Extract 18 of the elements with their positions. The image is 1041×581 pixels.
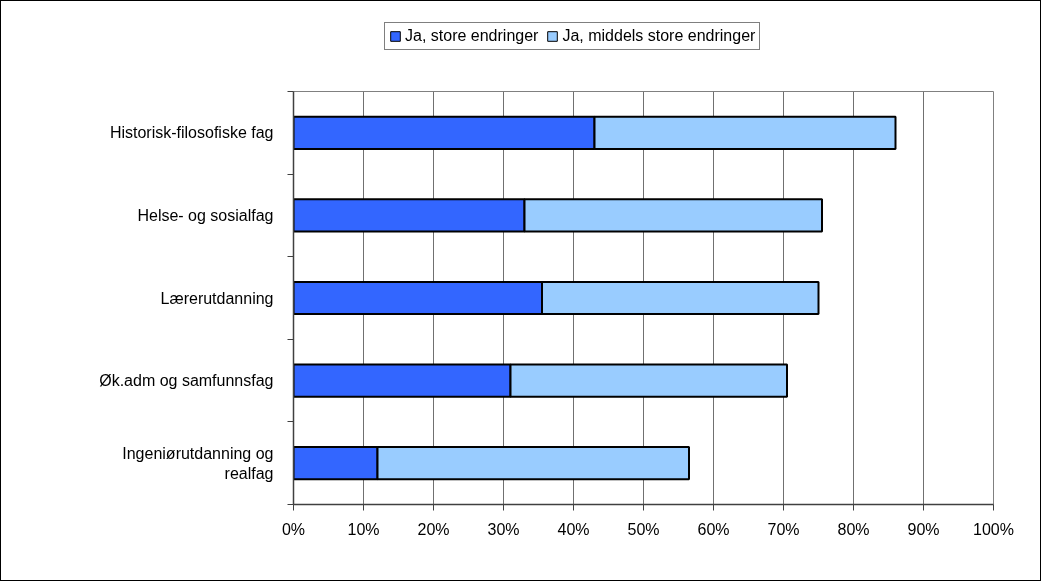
x-tick-label: 10% — [347, 520, 380, 538]
x-tick-label: 0% — [281, 520, 306, 538]
x-tick-label: 80% — [837, 520, 870, 538]
x-tick-label: 100% — [973, 520, 1014, 538]
y-tick-label: Historisk-filosofiske fag — [109, 124, 274, 142]
y-tick-label: Ingeniørutdanning og realfag — [122, 444, 274, 482]
y-tick-label: Lærerutdanning — [160, 289, 274, 307]
x-tick-label: 90% — [907, 520, 940, 538]
y-tick-label: Øk.adm og samfunnsfag — [99, 372, 274, 390]
x-tick-label: 20% — [417, 520, 450, 538]
legend-label: Ja, store endringer — [405, 27, 539, 45]
x-tick-label: 40% — [557, 520, 590, 538]
x-tick-label: 70% — [767, 520, 800, 538]
x-tick-label: 60% — [697, 520, 730, 538]
y-tick-label: Helse- og sosialfag — [137, 206, 274, 224]
x-tick-label: 30% — [487, 520, 520, 538]
legend-label: Ja, middels store endringer — [562, 27, 756, 45]
x-tick-label: 50% — [627, 520, 660, 538]
